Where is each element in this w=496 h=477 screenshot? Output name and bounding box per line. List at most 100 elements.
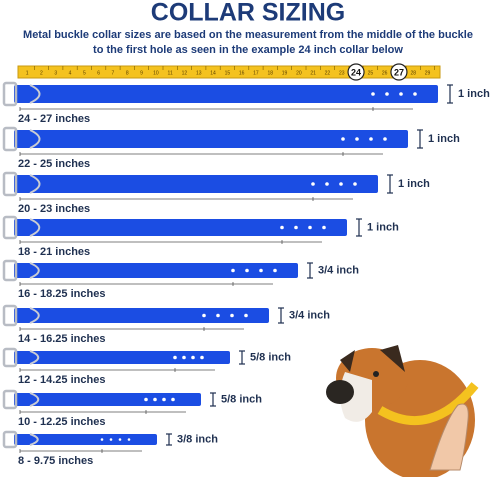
- collar-width: 1 inch: [458, 88, 490, 100]
- hole: [153, 397, 157, 402]
- buckle-loop: [29, 350, 40, 365]
- hole: [231, 268, 235, 273]
- hole: [171, 397, 175, 402]
- ruler-number: 10: [153, 70, 159, 76]
- size-range: 16 - 18.25 inches: [18, 288, 105, 300]
- ruler-number: 2: [40, 70, 43, 76]
- collar-width: 3/4 inch: [318, 264, 359, 276]
- collar-strap: [14, 219, 347, 236]
- ruler-number: 12: [182, 70, 188, 76]
- buckle: [2, 259, 18, 282]
- hole: [259, 268, 263, 273]
- hole: [230, 313, 234, 318]
- hole: [191, 355, 195, 360]
- collar-width: 1 inch: [398, 178, 430, 190]
- buckle: [2, 389, 18, 410]
- ruler-number: 25: [368, 70, 374, 76]
- buckle: [2, 430, 18, 449]
- ruler-number: 19: [282, 70, 288, 76]
- ruler-number: 16: [239, 70, 245, 76]
- hole: [308, 225, 312, 230]
- ruler-number: 23: [339, 70, 345, 76]
- size-range: 24 - 27 inches: [18, 113, 90, 125]
- ruler-number: 9: [140, 70, 143, 76]
- ruler-number: 8: [126, 70, 129, 76]
- hole: [127, 438, 131, 441]
- collar-width: 5/8 inch: [250, 351, 291, 363]
- subtitle: Metal buckle collar sizes are based on t…: [23, 29, 473, 41]
- size-range: 10 - 12.25 inches: [18, 416, 105, 428]
- ruler-number: 15: [225, 70, 231, 76]
- hole: [173, 355, 177, 360]
- collar-width: 1 inch: [428, 133, 460, 145]
- hole: [413, 92, 417, 96]
- hole: [245, 268, 249, 273]
- size-range: 8 - 9.75 inches: [18, 455, 93, 467]
- ruler-number: 29: [425, 70, 431, 76]
- ruler-number: 5: [83, 70, 86, 76]
- ruler-number: 17: [253, 70, 259, 76]
- buckle-loop: [29, 392, 40, 407]
- collar-width: 5/8 inch: [221, 393, 262, 405]
- collar-width: 3/4 inch: [289, 309, 330, 321]
- collar-strap: [14, 130, 408, 148]
- dog-illustration: [326, 345, 479, 477]
- buckle: [2, 171, 18, 197]
- hole: [109, 438, 113, 441]
- hole: [118, 438, 122, 441]
- hole: [353, 182, 357, 186]
- ruler-number: 4: [69, 70, 72, 76]
- ruler-number: 20: [296, 70, 302, 76]
- hole: [202, 313, 206, 318]
- ruler-number: 1: [26, 70, 29, 76]
- ruler-number: 26: [382, 70, 388, 76]
- collar-strap: [14, 434, 157, 445]
- ruler-number: 22: [325, 70, 331, 76]
- collar-strap: [14, 85, 438, 103]
- subtitle: to the first hole as seen in the example…: [93, 44, 403, 56]
- hole: [383, 137, 387, 141]
- ruler-number: 7: [112, 70, 115, 76]
- hole: [280, 225, 284, 230]
- buckle-loop: [29, 129, 41, 149]
- collar-width: 3/8 inch: [177, 433, 218, 445]
- title: COLLAR SIZING: [151, 0, 345, 27]
- collar-width: 1 inch: [367, 221, 399, 233]
- buckle: [2, 81, 18, 107]
- collar-strap: [14, 351, 230, 364]
- ruler-number: 3: [54, 70, 57, 76]
- size-range: 20 - 23 inches: [18, 203, 90, 215]
- hole: [399, 92, 403, 96]
- collar-strap: [14, 393, 201, 406]
- buckle-loop: [29, 433, 39, 446]
- size-range: 12 - 14.25 inches: [18, 374, 105, 386]
- hole: [341, 137, 345, 141]
- hole: [144, 397, 148, 402]
- hole: [371, 92, 375, 96]
- hole: [200, 355, 204, 360]
- ruler-marker-label: 27: [394, 67, 404, 77]
- buckle: [2, 304, 18, 327]
- size-range: 22 - 25 inches: [18, 158, 90, 170]
- hole: [162, 397, 166, 402]
- hole: [385, 92, 389, 96]
- buckle-loop: [29, 307, 40, 324]
- size-range: 14 - 16.25 inches: [18, 333, 105, 345]
- buckle: [2, 215, 18, 240]
- ruler-number: 14: [210, 70, 216, 76]
- buckle-loop: [29, 218, 41, 237]
- buckle: [2, 347, 18, 368]
- collar-strap: [14, 175, 378, 193]
- hole: [355, 137, 359, 141]
- ruler-marker-label: 24: [351, 67, 361, 77]
- size-range: 18 - 21 inches: [18, 246, 90, 258]
- buckle-loop: [29, 84, 41, 104]
- hole: [322, 225, 326, 230]
- ruler-number: 11: [168, 70, 173, 76]
- hole: [294, 225, 298, 230]
- hole: [244, 313, 248, 318]
- hole: [369, 137, 373, 141]
- ruler-number: 28: [410, 70, 416, 76]
- ruler-marker: [390, 63, 408, 81]
